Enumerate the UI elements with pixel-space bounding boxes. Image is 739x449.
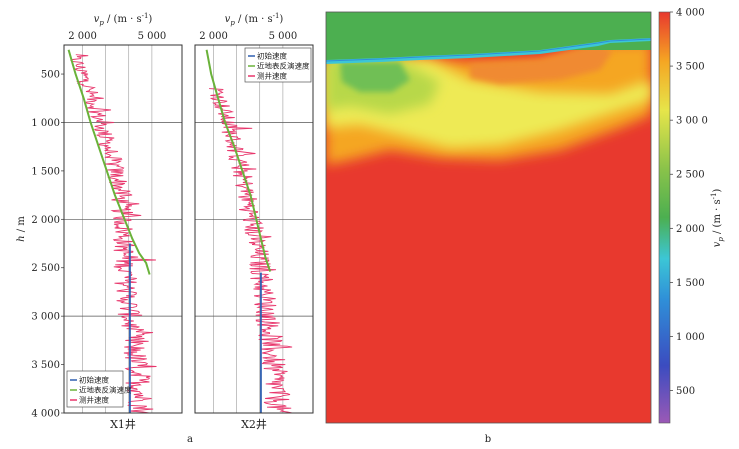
chart-x2: 2 000 5 000 vp / (m · s-1) X2井 初始速度 近地表反演…: [194, 12, 314, 431]
x2-xlabel: vp / (m · s-1): [225, 12, 284, 27]
x1-title: X1井: [110, 417, 136, 431]
model-blue-line: [326, 38, 651, 62]
x2-title: X2井: [241, 417, 267, 431]
x1-xtick-label: 5 000: [138, 31, 167, 42]
colorbar-gradient: [658, 11, 671, 424]
x1-xtick-label: 2 000: [68, 31, 97, 42]
colorbar-tick-label: 1 000: [676, 332, 705, 343]
x1-legend-inversion: 近地表反演速度: [79, 385, 132, 395]
x1-legend: 初始速度 近地表反演速度 测井速度: [66, 370, 132, 408]
model-green-patch: [340, 62, 410, 92]
model-orange-hotspot: [470, 44, 612, 84]
x2-series-group: [205, 49, 293, 414]
x1-legend-initial: 初始速度: [79, 375, 109, 385]
colorbar-tick-label: 1 500: [676, 278, 705, 289]
x1-ytick-label: 2 000: [31, 215, 60, 226]
colorbar-tick-label: 4 000: [676, 8, 705, 19]
x1-xtick-labels: 2 000 5 000: [68, 31, 166, 42]
x1-ytick-label: 2 500: [31, 263, 60, 274]
panel-label-b: b: [485, 434, 491, 445]
x2-frame: [194, 44, 314, 414]
colorbar-tick-label: 500: [676, 386, 695, 397]
x1-well-velocity-line: [70, 54, 157, 414]
chart-x1: 2 000 5 000 500 1 000 1 500 2 000 2 500 3 000 3…: [16, 12, 183, 431]
x2-legend-inversion: 近地表反演速度: [257, 61, 310, 71]
colorbar-tick-label: 2 000: [676, 224, 705, 235]
x2-xtick-label: 5 000: [269, 31, 298, 42]
x1-ytick-label: 4 000: [31, 409, 60, 420]
x2-inversion-velocity-line: [205, 49, 272, 272]
x1-ytick-label: 1 500: [31, 166, 60, 177]
colorbar-tick-labels: 500 1 000 1 500 2 000 2 500 3 00 0 3 500 4 000: [670, 8, 708, 397]
x1-xlabel: vp / (m · s-1): [94, 12, 153, 27]
x2-legend-initial: 初始速度: [257, 51, 287, 61]
model-frame: [325, 11, 652, 424]
x1-ytick-label: 3 000: [31, 312, 60, 323]
colorbar-tick-label: 2 500: [676, 170, 705, 181]
x1-legend-well: 测井速度: [79, 395, 109, 405]
colorbar-tick-label: 3 500: [676, 62, 705, 73]
x1-frame-bg: [64, 45, 182, 413]
x2-legend: 初始速度 近地表反演速度 测井速度: [244, 47, 312, 83]
x1-series-group: [67, 49, 157, 414]
x1-frame: [63, 44, 183, 414]
velocity-model: [326, 12, 651, 423]
x1-ytick-label: 1 000: [31, 118, 60, 129]
x1-ytick-labels: 500 1 000 1 500 2 000 2 500 3 000 3 500 4 000: [31, 70, 64, 420]
x2-xtick-labels: 2 000 5 000: [199, 31, 297, 42]
x2-xtick-label: 2 000: [199, 31, 228, 42]
model-near-surface-green: [326, 40, 651, 62]
panel-label-a: a: [187, 434, 193, 445]
x2-legend-well: 测井速度: [257, 71, 287, 81]
colorbar-label: vp / (m · s-1): [710, 189, 725, 248]
x1-ylabel: h / m: [16, 216, 27, 242]
colorbar-tick-label: 3 00 0: [676, 116, 708, 127]
x1-ytick-label: 3 500: [31, 360, 60, 371]
x1-inversion-velocity-line: [67, 49, 151, 275]
x1-ytick-label: 500: [41, 70, 60, 81]
